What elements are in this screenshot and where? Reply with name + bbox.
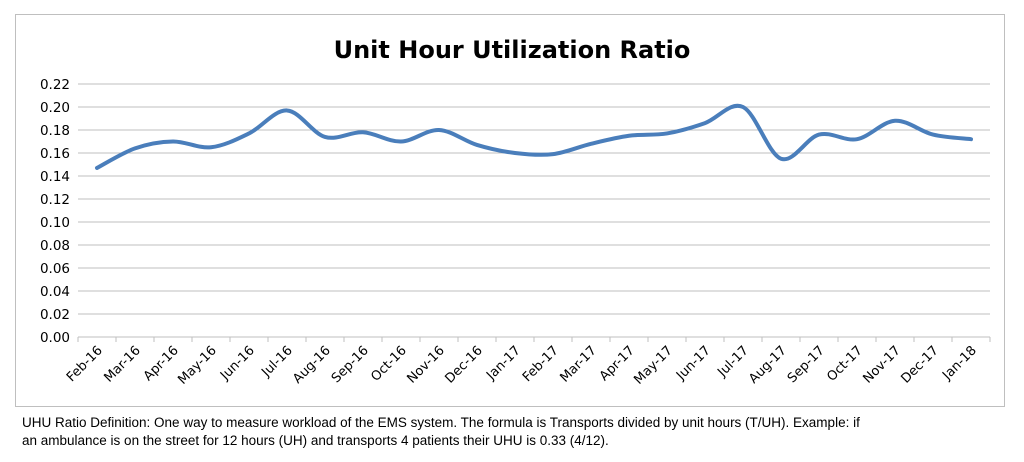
x-tick-label: Sep-16 [329,343,372,386]
chart-frame: Unit Hour Utilization Ratio 0.00 0.02 0.04… [15,14,1005,407]
y-tick-label: 0.20 [40,100,70,116]
x-tick-label: Mar-16 [101,343,143,385]
y-tick-label: 0.22 [40,77,70,93]
y-tick-label: 0.04 [40,284,70,300]
series-layer [95,103,973,170]
y-tick-label: 0.08 [40,238,70,254]
x-tick-label: Nov-17 [861,343,904,386]
y-tick-label: 0.02 [40,307,70,323]
x-tick-label: Dec-17 [898,343,941,386]
x-tick-label: May-16 [175,343,219,387]
x-tick-label: Nov-16 [405,343,448,386]
x-tick-label: Oct-17 [824,343,866,385]
y-axis-tick-labels: 0.00 0.02 0.04 0.06 0.08 0.10 0.12 0.14 0.16 0.18… [40,77,70,346]
x-tick-label: Jun-17 [673,343,714,384]
line-chart: Unit Hour Utilization Ratio 0.00 0.02 0.04… [40,36,991,388]
y-tick-label: 0.06 [40,261,70,277]
x-tick-label: Oct-16 [368,343,410,385]
x-tick-label: Jan-18 [939,343,980,384]
x-tick-label: Dec-16 [442,343,485,386]
x-tick-label: Jan-17 [483,343,524,384]
y-tick-label: 0.12 [40,192,70,208]
definition-footnote: UHU Ratio Definition: One way to measure… [22,414,1012,450]
y-tick-label: 0.14 [40,169,70,185]
gridlines [78,83,990,338]
x-tick-label: Sep-17 [785,343,828,386]
x-tick-label: Jun-16 [217,343,258,384]
x-tick-label: Feb-17 [520,343,562,385]
chart-title: Unit Hour Utilization Ratio [334,36,691,64]
footnote-line-1: UHU Ratio Definition: One way to measure… [22,415,860,430]
footnote-line-2: an ambulance is on the street for 12 hou… [22,433,609,448]
y-tick-label: 0.18 [40,123,70,139]
y-tick-label: 0.10 [40,215,70,231]
y-tick-label: 0.00 [40,330,70,346]
x-tick-label: Aug-16 [290,343,334,387]
y-tick-label: 0.16 [40,146,70,162]
series-line [95,103,973,170]
x-tick-label: Feb-16 [64,343,106,385]
x-tick-label: Aug-17 [746,343,790,387]
x-tick-label: Mar-17 [557,343,599,385]
x-tick-label: May-17 [631,343,675,387]
